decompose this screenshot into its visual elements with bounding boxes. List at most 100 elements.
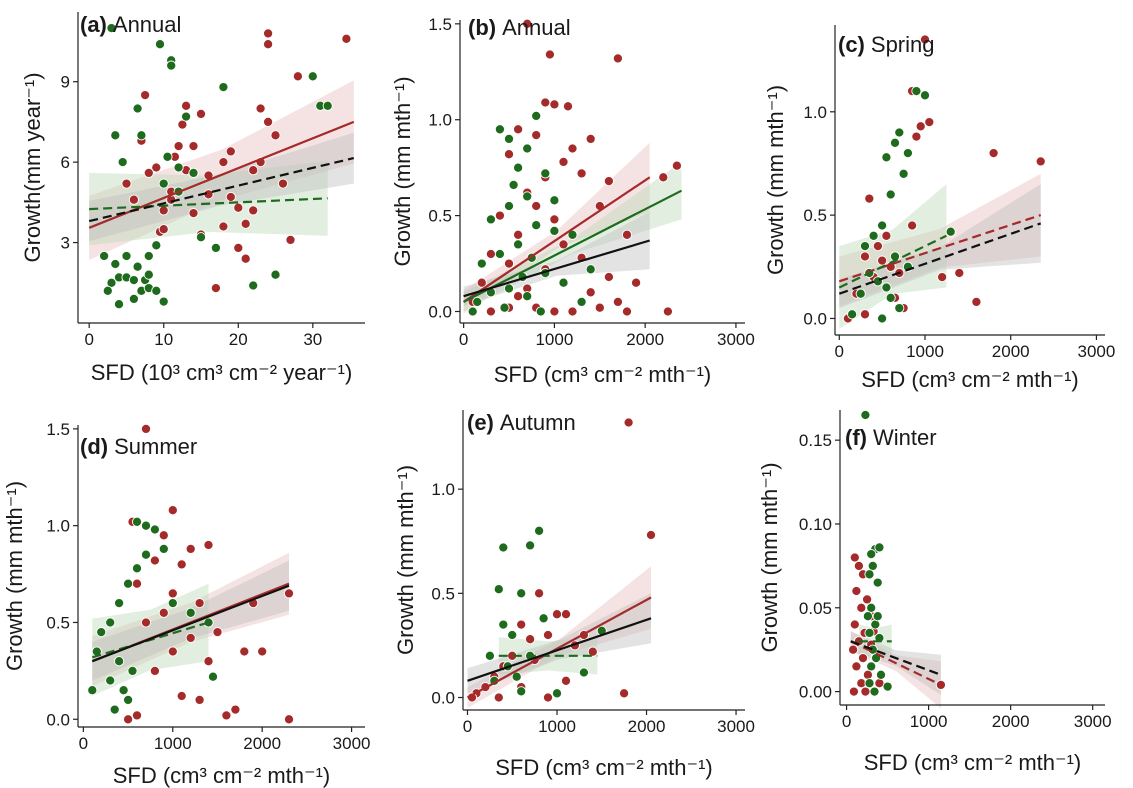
data-point-green	[945, 226, 956, 237]
data-point-red	[549, 214, 560, 225]
data-point-red	[853, 560, 864, 571]
data-point-red	[167, 588, 178, 599]
data-point-green	[96, 627, 107, 638]
x-tick-label: 3000	[333, 734, 371, 753]
x-tick-label: 0	[459, 330, 468, 349]
data-point-red	[881, 230, 892, 241]
x-tick-label: 0	[842, 712, 851, 731]
data-point-red	[270, 130, 281, 141]
data-point-green	[136, 130, 147, 141]
data-point-red	[194, 598, 205, 609]
data-point-red	[560, 675, 572, 686]
data-point-green	[503, 133, 515, 144]
data-point-green	[105, 675, 116, 686]
data-point-green	[117, 157, 128, 168]
data-point-green	[549, 195, 560, 206]
x-tick-label: 20	[229, 330, 248, 349]
data-point-red	[513, 124, 524, 135]
x-tick-label: 1000	[906, 342, 944, 361]
data-point-green	[508, 179, 519, 190]
data-point-green	[207, 671, 219, 682]
data-point-red	[534, 588, 545, 599]
x-axis-title: SFD (cm³ cm⁻² mth⁻¹)	[113, 763, 331, 788]
data-point-green	[467, 306, 478, 317]
data-point-green	[203, 617, 214, 628]
data-point-green	[143, 250, 154, 262]
data-point-green	[195, 232, 207, 243]
data-point-red	[503, 149, 515, 160]
data-point-red	[567, 306, 578, 317]
x-axis-title: SFD (cm³ cm⁻² mth⁻¹)	[861, 367, 1079, 392]
data-point-red	[544, 49, 555, 60]
data-point-red	[849, 619, 860, 630]
data-point-green	[576, 296, 587, 307]
data-point-green	[105, 617, 116, 628]
data-point-green	[131, 516, 143, 527]
data-point-red	[862, 669, 873, 680]
data-point-red	[623, 417, 634, 428]
data-point-green	[866, 602, 877, 613]
data-point-red	[277, 178, 289, 189]
fit-line-green	[463, 189, 683, 303]
data-point-green	[128, 275, 139, 286]
data-point-green	[114, 656, 125, 667]
confidence-band-black	[92, 560, 289, 681]
data-point-green	[867, 560, 878, 571]
data-point-red	[549, 306, 560, 317]
data-point-red	[911, 131, 922, 142]
data-point-green	[868, 230, 879, 241]
panel-season: Spring	[871, 32, 935, 57]
x-tick-label: 3000	[1074, 712, 1112, 731]
data-point-red	[248, 205, 259, 216]
x-tick-label: 1000	[910, 712, 948, 731]
data-point-green	[270, 269, 281, 280]
y-tick-label: 0.5	[46, 613, 70, 632]
fit-line-red	[466, 596, 652, 699]
data-point-green	[151, 285, 162, 296]
data-point-red	[203, 656, 214, 667]
data-point-red	[851, 585, 862, 597]
data-point-red	[123, 714, 134, 725]
fit-line-black	[850, 640, 942, 676]
data-point-red	[212, 627, 223, 638]
data-point-red	[341, 33, 352, 44]
panel-season: Winter	[873, 425, 937, 450]
data-point-green	[210, 242, 221, 253]
data-point-red	[240, 218, 251, 229]
data-point-red	[907, 220, 918, 231]
panel-letter: (f)	[845, 425, 867, 450]
data-point-red	[859, 309, 871, 320]
data-point-red	[167, 646, 178, 657]
data-point-green	[167, 598, 178, 609]
data-point-red	[631, 277, 642, 288]
data-point-green	[513, 162, 524, 173]
data-point-green	[121, 250, 132, 262]
data-point-red	[181, 100, 192, 111]
data-point-green	[123, 578, 134, 589]
data-point-red	[558, 156, 569, 167]
x-axis-title: SFD (10³ cm³ cm⁻² year⁻¹)	[91, 360, 353, 385]
data-point-green	[143, 269, 154, 280]
y-tick-label: 1.5	[428, 15, 452, 34]
data-point-red	[603, 176, 614, 187]
data-point-red	[531, 200, 542, 212]
fit-line-red	[462, 176, 651, 303]
data-point-red	[188, 141, 199, 152]
data-point-red	[151, 162, 162, 173]
panel-e: 0 1000 2000 3000 0.0 0.5 1.0 SFD (cm³ cm⁻² mth⁻…	[393, 410, 755, 780]
data-point-green	[522, 143, 533, 154]
data-point-green	[847, 309, 858, 320]
data-point-red	[612, 296, 623, 307]
data-point-green	[551, 688, 563, 699]
data-point-green	[140, 549, 152, 560]
data-point-green	[538, 613, 549, 624]
data-point-green	[110, 130, 121, 141]
data-point-red	[848, 644, 859, 655]
data-point-green	[494, 124, 505, 135]
confidence-band-red	[92, 552, 289, 687]
confidence-band-red	[839, 173, 1041, 307]
y-tick-label: 0.5	[431, 584, 455, 603]
y-tick-label: 0.5	[803, 206, 827, 225]
data-point-green	[525, 540, 536, 551]
data-point-green	[132, 103, 143, 114]
